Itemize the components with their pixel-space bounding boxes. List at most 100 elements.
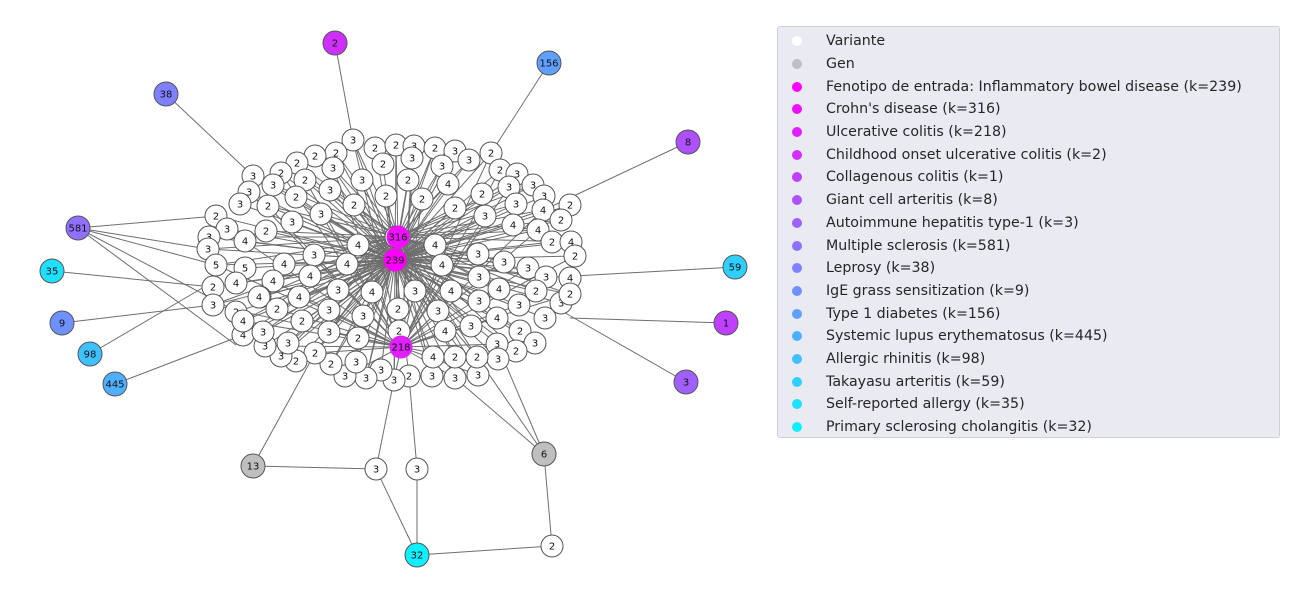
variant-edge <box>394 224 514 261</box>
input-phenotype-marker-icon <box>792 81 802 92</box>
variant-node <box>256 194 280 218</box>
variant-node-label: 3 <box>363 374 369 385</box>
variant-node-label: 2 <box>351 201 357 212</box>
variant-node-label: 2 <box>302 176 308 187</box>
variant-node <box>233 229 257 253</box>
phenotype-marker-icon <box>792 422 802 433</box>
legend-item: Gen <box>792 53 1279 76</box>
legend-label: Ulcerative colitis (k=218) <box>826 124 1007 141</box>
variant-node-label: 3 <box>260 328 266 339</box>
peripheral-edge <box>89 279 217 355</box>
phenotype-marker-icon <box>792 399 802 410</box>
variant-node <box>344 350 368 374</box>
phenotype-node-label: 581 <box>68 224 87 235</box>
variant-edge <box>397 236 472 327</box>
phenotype-node <box>102 371 128 397</box>
variant-node <box>341 128 365 152</box>
variant-node-label: 4 <box>369 288 375 299</box>
variant-node-label: 4 <box>344 260 350 271</box>
variant-node-label: 2 <box>299 317 305 328</box>
phenotype-marker-icon <box>792 285 802 296</box>
legend-label: Variante <box>826 33 886 50</box>
variant-node-label: 3 <box>237 200 243 211</box>
peripheral-edge <box>252 352 316 467</box>
variant-node-label: 3 <box>412 287 418 298</box>
phenotype-marker-icon <box>792 149 802 160</box>
legend-label: Autoimmune hepatitis type-1 (k=3) <box>826 214 1079 231</box>
legend-label: Leprosy (k=38) <box>826 260 936 277</box>
variant-node-label: 2 <box>393 141 399 152</box>
legend-item: Multiple sclerosis (k=581) <box>792 234 1279 257</box>
variant-node <box>261 269 285 293</box>
variant-node-label: 4 <box>296 293 302 304</box>
variant-node-label: 3 <box>452 374 458 385</box>
variant-node <box>326 278 350 302</box>
legend-item: Takayasu arteritis (k=59) <box>792 370 1279 393</box>
gene-node-label: 13 <box>247 462 260 473</box>
variant-node-label: 3 <box>482 212 488 223</box>
phenotype-node <box>153 81 179 107</box>
variant-node-label: 3 <box>468 322 474 333</box>
variant-node-label: 4 <box>448 287 454 298</box>
variant-node-label: 4 <box>270 277 276 288</box>
phenotype-node-label: 32 <box>411 551 424 562</box>
phenotype-node <box>536 50 562 76</box>
phenotype-node-label: 9 <box>59 319 65 330</box>
variant-node-label: 4 <box>494 314 500 325</box>
variant-node-label: 3 <box>409 154 415 165</box>
variant-node <box>439 279 463 303</box>
variant-node-label: 2 <box>558 216 564 227</box>
variant-node-label: 2 <box>572 252 578 263</box>
variant-node-label: 3 <box>350 136 356 147</box>
phenotype-marker-icon <box>792 263 802 274</box>
variant-node-label: 4 <box>568 238 574 249</box>
variant-edge <box>397 183 449 238</box>
legend-label: Childhood onset ulcerative colitis (k=2) <box>826 146 1107 163</box>
variant-node-label: 3 <box>452 147 458 158</box>
phenotype-marker-icon <box>792 308 802 319</box>
variant-node <box>473 204 497 228</box>
variant-node <box>360 280 384 304</box>
variant-node <box>335 252 359 276</box>
variant-edge <box>314 346 402 354</box>
variant-node-label: 2 <box>333 149 339 160</box>
variant-node-label: 4 <box>445 180 451 191</box>
variant-edge <box>335 152 399 238</box>
variant-node-label: 3 <box>501 258 507 269</box>
variant-node-label: 2 <box>517 327 523 338</box>
phenotype-node-label: 2 <box>332 39 338 50</box>
legend-item: Fenotipo de entrada: Inflammatory bowel … <box>792 75 1279 98</box>
variant-node-label: 3 <box>476 297 482 308</box>
phenotype-marker-icon <box>792 240 802 251</box>
variant-node <box>507 293 531 317</box>
variant-node-label: 3 <box>391 376 397 387</box>
peripheral-edge <box>334 42 354 141</box>
variant-node-label: 4 <box>430 353 436 364</box>
variant-node-label: 3 <box>326 328 332 339</box>
variant-node-label: 2 <box>293 193 299 204</box>
variant-edge <box>394 259 434 358</box>
peripheral-edge <box>416 545 553 556</box>
peripheral-edge <box>543 453 553 547</box>
peripheral-edge <box>51 270 214 288</box>
phenotype-marker-icon <box>792 353 802 364</box>
peripheral-edge <box>114 334 244 385</box>
variant-edge <box>298 296 402 348</box>
variant-node-label: 2 <box>210 283 216 294</box>
phenotype-node-label: 35 <box>46 267 59 278</box>
variant-node-label: 3 <box>335 286 341 297</box>
legend-label: Allergic rhinitis (k=98) <box>826 350 986 367</box>
variant-node-label: 3 <box>246 188 252 199</box>
variant-node <box>342 193 366 217</box>
variant-node-label: 4 <box>439 261 445 272</box>
variant-node <box>524 279 548 303</box>
peripheral-edge <box>77 227 209 250</box>
peripheral-edge <box>61 304 214 324</box>
phenotype-node <box>77 341 103 367</box>
variant-node-label: 3 <box>285 339 291 350</box>
legend-item: Self-reported allergy (k=35) <box>792 393 1279 416</box>
variant-node <box>430 253 454 277</box>
hub-phenotype-node <box>386 225 410 249</box>
variant-node <box>485 306 509 330</box>
phenotype-node <box>39 258 65 284</box>
